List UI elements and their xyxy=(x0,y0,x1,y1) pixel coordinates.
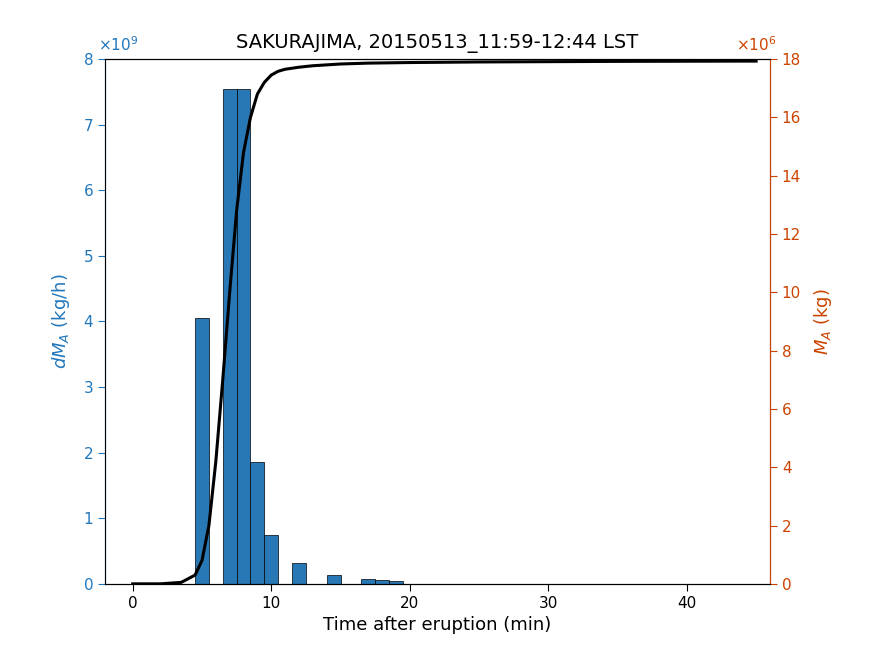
Bar xyxy=(223,89,236,584)
Bar xyxy=(389,581,402,584)
Bar xyxy=(195,318,209,584)
Bar xyxy=(264,535,278,584)
Bar xyxy=(326,575,340,584)
Bar xyxy=(361,579,375,584)
Text: $\times10^6$: $\times10^6$ xyxy=(736,35,777,54)
Y-axis label: $dM_A\ \mathrm{(kg/h)}$: $dM_A\ \mathrm{(kg/h)}$ xyxy=(51,274,73,369)
Bar xyxy=(236,89,250,584)
Y-axis label: $M_A\ \mathrm{(kg)}$: $M_A\ \mathrm{(kg)}$ xyxy=(812,288,834,355)
Title: SAKURAJIMA, 20150513_11:59-12:44 LST: SAKURAJIMA, 20150513_11:59-12:44 LST xyxy=(236,34,639,53)
X-axis label: Time after eruption (min): Time after eruption (min) xyxy=(324,616,551,634)
Text: $\times10^9$: $\times10^9$ xyxy=(98,35,139,54)
Bar xyxy=(375,580,389,584)
Bar xyxy=(292,563,306,584)
Bar xyxy=(250,462,264,584)
